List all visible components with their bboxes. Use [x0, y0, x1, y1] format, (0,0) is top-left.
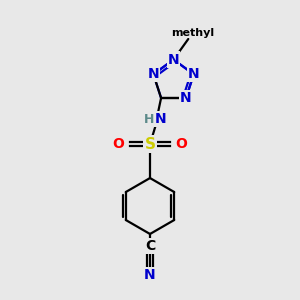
Text: H: H — [144, 113, 154, 126]
Text: O: O — [112, 137, 124, 151]
Text: N: N — [180, 91, 192, 105]
Text: C: C — [145, 239, 155, 254]
Text: N: N — [155, 112, 166, 126]
Text: N: N — [144, 268, 156, 282]
Text: N: N — [148, 67, 159, 81]
Text: N: N — [168, 52, 179, 67]
Text: methyl: methyl — [171, 28, 214, 38]
Text: S: S — [145, 137, 155, 152]
Text: O: O — [176, 137, 188, 151]
Text: N: N — [188, 67, 200, 81]
